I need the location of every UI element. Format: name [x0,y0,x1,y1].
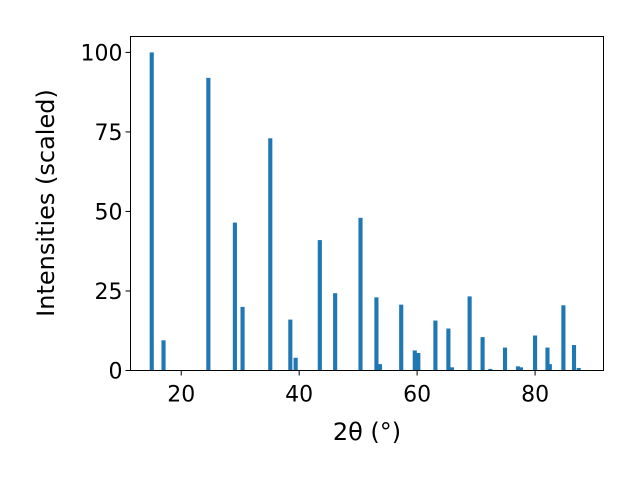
bar [467,296,472,371]
bar [433,320,438,371]
y-tick-label: 50 [95,200,123,225]
bar [293,357,298,371]
bar [149,52,154,371]
bar [416,353,421,371]
plot-frame [130,36,604,371]
bar [333,293,338,371]
bar [399,304,404,371]
y-tick-label: 25 [95,280,123,305]
bar [571,345,577,371]
bar [240,306,245,371]
bar [358,217,363,371]
bar [515,366,521,371]
x-tick-label: 40 [285,383,313,408]
y-axis-label: Intensities (scaled) [32,89,60,317]
y-tick-label: 75 [95,121,123,146]
bar [480,337,485,371]
x-tick-label: 80 [521,383,549,408]
bar [268,138,273,371]
bar [412,350,417,371]
bar [545,347,550,371]
bar [533,335,538,371]
x-axis-ticks: 20 40 60 80 [167,370,549,408]
bar [232,222,237,371]
bar [288,319,293,371]
bar [547,364,552,371]
bar [502,347,508,371]
bar [449,367,454,371]
bar [561,305,566,371]
bar [206,77,211,371]
bar [576,367,581,371]
x-axis-label: 2θ (°) [333,418,401,446]
bar [488,368,493,371]
y-axis-ticks: 0 25 50 75 100 [81,41,131,385]
y-tick-label: 100 [81,41,123,66]
bar [374,297,379,371]
y-tick-label: 0 [109,360,123,385]
bar [161,340,166,371]
bars-group [149,52,581,371]
bar [518,367,523,371]
bar [377,364,383,371]
bar [317,240,322,371]
x-tick-label: 20 [167,383,195,408]
bar [446,328,451,371]
x-tick-label: 60 [403,383,431,408]
